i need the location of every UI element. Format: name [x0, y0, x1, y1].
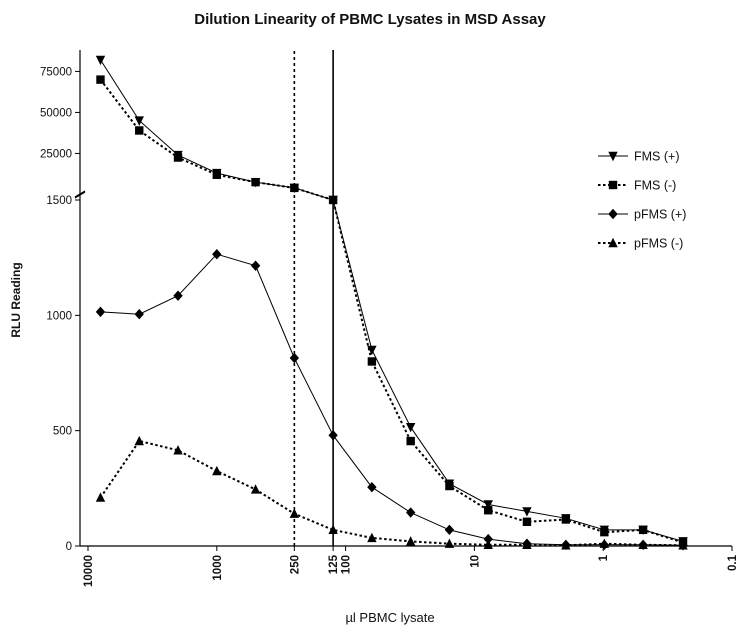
data-point [367, 357, 377, 366]
x-axis-label: µl PBMC lysate [345, 610, 434, 625]
x-tick-label: 0.1 [727, 554, 736, 571]
data-point [250, 484, 261, 494]
legend-label: pFMS (+) [634, 208, 686, 222]
y-tick-label: 50000 [40, 107, 72, 119]
data-point [290, 183, 299, 193]
y-axis-label: RLU Reading [9, 262, 23, 337]
y-tick-label: 25000 [40, 148, 72, 160]
y-tick-label: 75000 [40, 66, 72, 78]
data-point [134, 308, 144, 320]
legend-marker [608, 237, 618, 248]
data-point [405, 507, 416, 518]
data-point [173, 290, 183, 301]
chart-title: Dilution Linearity of PBMC Lysates in MS… [194, 11, 546, 28]
data-point [289, 352, 300, 364]
legend-marker [608, 151, 618, 162]
legend: FMS (+) FMS (-) pFMS (+) pFMS (-) [598, 150, 686, 251]
series-line-pFMS (-) [99, 439, 684, 547]
data-point [173, 153, 183, 162]
data-point [405, 536, 416, 546]
data-point [367, 532, 377, 543]
legend-marker [608, 180, 618, 190]
data-point [638, 525, 648, 535]
data-point [522, 517, 532, 526]
data-point [212, 465, 222, 476]
data-point [95, 306, 106, 318]
data-point [328, 430, 338, 441]
data-point [135, 126, 144, 135]
legend-label: pFMS (-) [634, 237, 683, 251]
data-point [134, 116, 144, 126]
x-tick-label: 10 [469, 555, 481, 568]
data-point [212, 170, 221, 179]
data-point [444, 524, 455, 536]
axis-break-mark [74, 191, 86, 199]
data-point [484, 506, 493, 515]
data-point [561, 515, 571, 524]
series-line-FMS (+) [100, 59, 684, 542]
data-point [599, 538, 610, 548]
x-tick-label: 250 [289, 555, 301, 574]
data-point [406, 436, 415, 446]
data-point [678, 540, 688, 550]
data-point [444, 538, 455, 548]
legend-marker [608, 208, 618, 220]
data-point [522, 507, 532, 517]
y-tick-label: 1500 [46, 195, 72, 207]
data-point [95, 55, 106, 66]
x-tick-label: 1000 [212, 555, 224, 581]
data-point [173, 445, 183, 455]
data-point [250, 260, 261, 271]
x-tick-label: 1 [598, 554, 610, 561]
data-point [134, 435, 144, 446]
data-point [289, 508, 300, 518]
x-tick-label: 125 [328, 554, 340, 574]
y-tick-label: 500 [53, 426, 72, 438]
x-tick-label: 10000 [83, 555, 95, 587]
data-point [251, 177, 260, 187]
data-point [405, 423, 416, 433]
data-point [483, 500, 493, 510]
series-line-pFMS (+) [100, 253, 684, 546]
data-point [445, 481, 454, 491]
data-point [95, 492, 106, 502]
data-point [328, 195, 338, 205]
data-point [561, 540, 571, 550]
data-point [522, 539, 532, 550]
data-point [600, 527, 609, 537]
data-point [483, 533, 493, 545]
x-tick-label: 100 [341, 555, 353, 574]
data-point [212, 249, 222, 260]
data-point [638, 539, 648, 550]
legend-label: FMS (+) [634, 150, 679, 164]
plot-area: 0 500 1000 1500 25000 50000 75000 10000 1000 250 1… [40, 50, 736, 587]
legend-label: FMS (-) [634, 179, 676, 193]
series-line-FMS (-) [99, 78, 684, 544]
data-point [328, 524, 338, 535]
axis-break-mark [74, 190, 86, 198]
data-point [367, 481, 377, 493]
y-tick-label: 1000 [46, 310, 72, 322]
y-tick-label: 0 [66, 541, 72, 553]
data-point [483, 539, 493, 550]
data-point [96, 75, 105, 84]
